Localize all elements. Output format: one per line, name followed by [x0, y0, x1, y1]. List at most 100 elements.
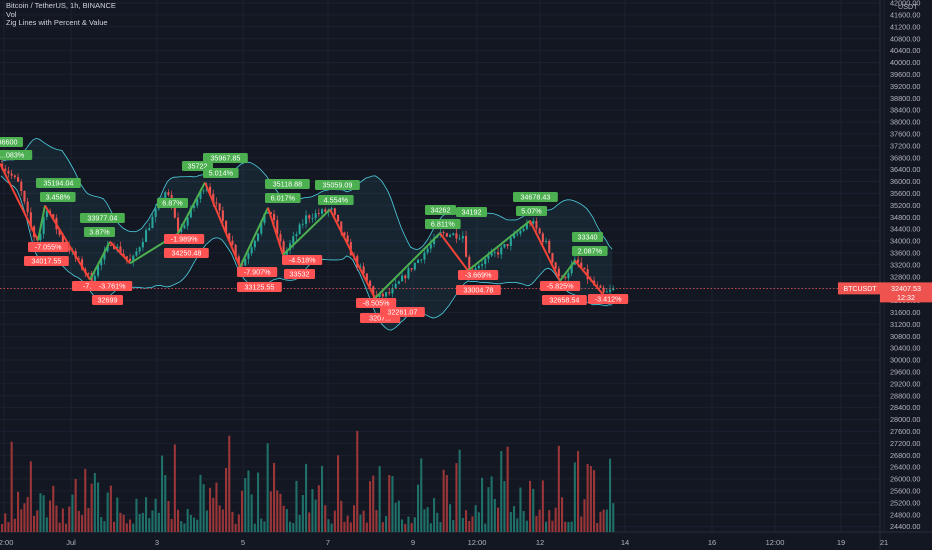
volume-bar [180, 521, 183, 532]
candle-body [452, 233, 455, 236]
candle-body [196, 198, 199, 206]
volume-bar [154, 498, 157, 532]
zigzag-low-label [237, 282, 282, 292]
volume-bar [279, 493, 282, 532]
time-axis-label: 12:00 [468, 538, 487, 547]
zigzag-low-label [164, 248, 209, 258]
volume-bar [1, 523, 4, 532]
bar-countdown-text: 12:32 [897, 293, 915, 302]
candle-body [586, 269, 589, 280]
zigzag-high-label [36, 178, 81, 188]
candle-body [212, 193, 215, 203]
price-tick-label: 30000.00 [890, 356, 920, 365]
time-axis-label: 16 [708, 538, 716, 547]
candle-body [506, 244, 509, 246]
volume-bar [589, 465, 592, 532]
price-tick-label: 31200.00 [890, 320, 920, 329]
candle-body [183, 225, 186, 229]
candle-body [269, 212, 272, 215]
price-currency-label: USDT [898, 2, 918, 11]
volume-bar [282, 505, 285, 532]
zigzag-high-label [516, 206, 547, 216]
volume-indicator-label[interactable]: Vol [6, 9, 17, 19]
volume-bar [375, 510, 378, 532]
candle-body [346, 235, 349, 243]
candle-body [340, 221, 343, 233]
zigzag-label-text: 4.554% [324, 196, 349, 205]
chart-legend: Bitcoin / TetherUS, 1h, BINANCE Vol Zig … [6, 1, 116, 28]
candle-body [145, 230, 148, 242]
volume-bar [55, 505, 58, 532]
candle-body [365, 273, 368, 281]
price-tick-label: 25600.00 [890, 487, 920, 496]
volume-bar [125, 523, 128, 532]
candle-body [385, 292, 388, 297]
candle-body [250, 247, 253, 254]
volume-bar [177, 509, 180, 532]
volume-bar [173, 444, 176, 532]
zigzag-label-text: 34678.43 [520, 193, 550, 202]
candle-body [541, 233, 544, 242]
candle-body [295, 234, 298, 237]
zigzag-segment-up [239, 207, 269, 268]
volume-bar [445, 475, 448, 532]
volume-bar [548, 510, 551, 532]
volume-bar [167, 500, 170, 532]
volume-bar [45, 517, 48, 532]
candle-body [570, 264, 573, 274]
volume-bar [301, 495, 304, 532]
zigzag-low-label [92, 281, 133, 291]
price-tick-label: 34000.00 [890, 237, 920, 246]
candle-body [61, 234, 64, 243]
candle-body [4, 168, 7, 171]
candle-body [218, 203, 221, 211]
zigzag-label-text: 6.811% [431, 220, 455, 229]
symbol-title[interactable]: Bitcoin / TetherUS, 1h, BINANCE [6, 1, 116, 10]
volume-bar [417, 484, 420, 532]
candle-body [298, 224, 301, 235]
candle-body [189, 207, 192, 218]
zigzag-indicator-label[interactable]: Zig Lines with Percent & Value [6, 18, 108, 27]
volume-bar [426, 507, 429, 532]
candle-body [343, 232, 346, 236]
price-tick-label: 35600.00 [890, 189, 920, 198]
volume-bar [365, 522, 368, 532]
bollinger-upper-line [0, 137, 613, 251]
volume-bar [87, 508, 90, 532]
candle-body [266, 212, 269, 214]
price-tick-label: 38400.00 [890, 106, 920, 115]
candle-body [567, 273, 570, 279]
volume-bar [372, 475, 375, 532]
candle-body [308, 215, 311, 219]
volume-bar [471, 516, 474, 532]
volume-bar [161, 455, 164, 532]
candle-body [225, 220, 228, 234]
time-axis-label: Jul [66, 538, 76, 547]
zigzag-low-label [456, 285, 501, 295]
price-tick-label: 36400.00 [890, 165, 920, 174]
candle-body [429, 244, 432, 249]
volume-bar [532, 488, 535, 532]
zigzag-high-label [203, 168, 239, 178]
volume-bar [465, 510, 468, 532]
candle-body [557, 268, 560, 277]
price-tick-label: 32800.00 [890, 272, 920, 281]
volume-bar [148, 518, 151, 532]
current-price-tag[interactable] [880, 282, 932, 303]
zigzag-segment-down [109, 241, 131, 264]
volume-bar [596, 523, 599, 532]
candle-body [404, 275, 407, 279]
zigzag-high-label [572, 246, 608, 256]
zigzag-label-text: 3.458% [46, 193, 71, 202]
candle-body [186, 217, 189, 226]
price-tick-label: 35200.00 [890, 201, 920, 210]
candle-body [180, 228, 183, 232]
zigzag-segment-down [439, 232, 469, 272]
price-tick-label: 25200.00 [890, 498, 920, 507]
candle-body [314, 213, 317, 219]
candle-body [199, 191, 202, 199]
candle-body [292, 236, 295, 244]
price-tick-label: 28800.00 [890, 391, 920, 400]
